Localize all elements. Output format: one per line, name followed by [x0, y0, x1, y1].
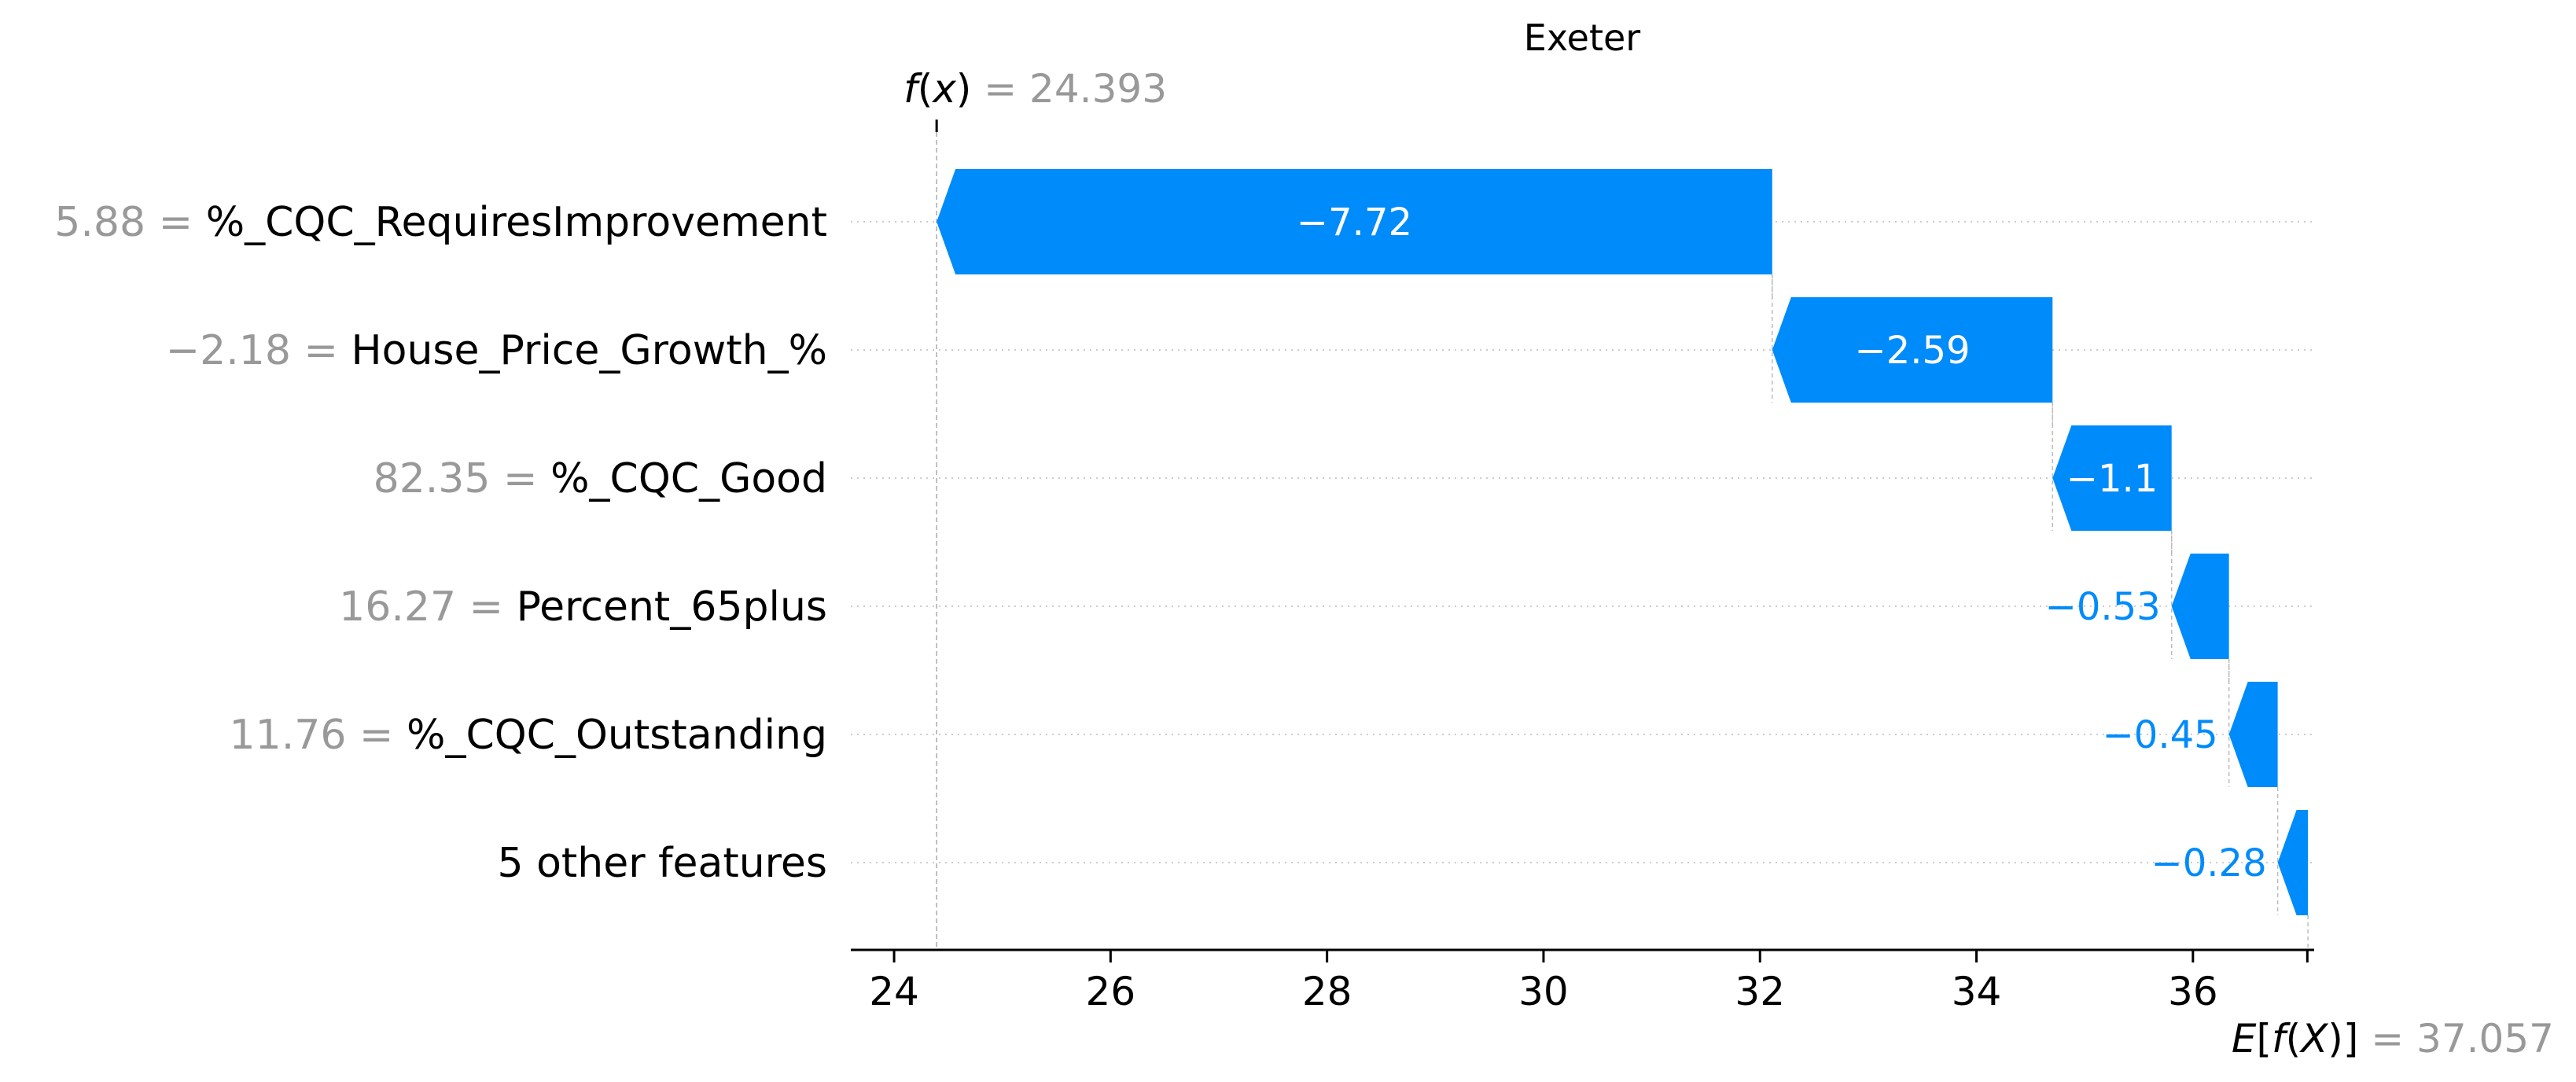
base-value: = 37.057: [2358, 1016, 2554, 1062]
x-tick-label: 32: [1735, 969, 1785, 1014]
base-arg: X: [2298, 1016, 2329, 1062]
shap-bar: [2228, 682, 2278, 787]
feature-name: House_Price_Growth_%: [351, 327, 827, 374]
feature-value: 11.76 =: [230, 712, 407, 759]
feature-value: 5.88 =: [54, 199, 205, 246]
fx-value: = 24.393: [971, 66, 1167, 112]
chart-title: Exeter: [1524, 17, 1641, 59]
x-axis: 24 26 28 30 32 34 36: [851, 948, 2314, 1014]
feature-label: 11.76 = %_CQC_Outstanding: [230, 712, 827, 759]
bar-value-label: −0.53: [2045, 585, 2161, 629]
bar-value-label: −1.1: [2066, 457, 2158, 501]
expected-value-annotation: E[f(X)] = 37.057: [2232, 1016, 2554, 1062]
fx-arg: x: [931, 66, 956, 112]
bar-value-label: −0.28: [2151, 841, 2267, 885]
feature-labels: 5.88 = %_CQC_RequiresImprovement −2.18 = …: [54, 199, 827, 887]
feature-name: %_CQC_Good: [550, 455, 827, 502]
shap-bar: [2171, 554, 2229, 659]
x-tick-label: 30: [1518, 969, 1569, 1014]
feature-label: 82.35 = %_CQC_Good: [374, 455, 827, 502]
feature-label: 16.27 = Percent_65plus: [339, 583, 827, 631]
feature-name: %_CQC_Outstanding: [407, 712, 827, 759]
feature-value: −2.18 =: [166, 327, 351, 374]
reference-lines: [935, 120, 2309, 962]
feature-name: 5 other features: [497, 840, 827, 887]
fx-label: f(x) = 24.393: [903, 66, 1167, 112]
feature-value: 82.35 =: [374, 455, 551, 502]
x-tick-label: 26: [1086, 969, 1136, 1014]
feature-name: %_CQC_RequiresImprovement: [206, 199, 827, 246]
x-tick-label: 28: [1302, 969, 1352, 1014]
shap-bar: [1772, 297, 2053, 403]
shap-bar: [937, 169, 1772, 274]
feature-value: 16.27 =: [339, 583, 517, 631]
shap-bar: [2052, 425, 2172, 531]
shap-bar: [2277, 810, 2309, 915]
feature-label: −2.18 = House_Price_Growth_%: [166, 327, 827, 374]
fx-paren: (: [918, 66, 933, 112]
bar-value-label: −2.59: [1855, 329, 1971, 373]
x-tick-label: 36: [2168, 969, 2218, 1014]
bar-value-label: −0.45: [2103, 713, 2218, 757]
row-gridlines: [851, 221, 2312, 863]
base-bracket: )]: [2328, 1016, 2358, 1062]
feature-name: Percent_65plus: [517, 583, 827, 631]
base-symbol: E: [2232, 1016, 2257, 1062]
base-paren: (: [2286, 1016, 2302, 1062]
fx-paren: ): [956, 66, 972, 112]
bars: −7.72 −2.59 −1.1 −0.53 −0.45 −0.28: [937, 169, 2309, 915]
base-bracket: [: [2256, 1016, 2272, 1062]
fx-annotation: f(x) = 24.393: [903, 66, 1167, 112]
feature-label: 5 other features: [497, 840, 827, 887]
x-tick-label: 34: [1952, 969, 2002, 1014]
feature-label: 5.88 = %_CQC_RequiresImprovement: [54, 199, 827, 246]
x-tick-label: 24: [869, 969, 919, 1014]
bar-value-label: −7.72: [1297, 201, 1412, 245]
base-value-label: E[f(X)] = 37.057: [2232, 1016, 2554, 1062]
